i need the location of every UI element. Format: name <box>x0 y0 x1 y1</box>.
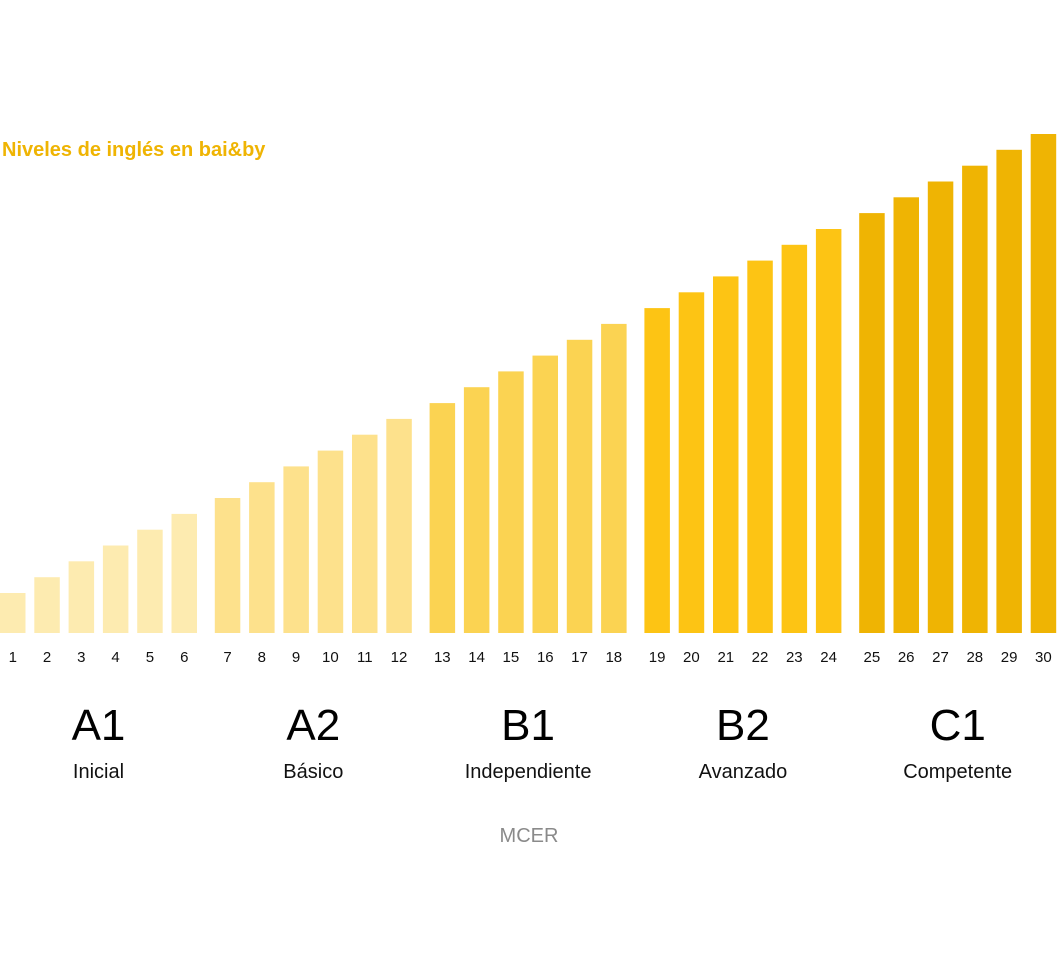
bar-10 <box>317 450 344 633</box>
x-tick-labels: 1 2 3 4 5 6 7 8 9 10 11 12 13 14 15 16 17 18 19 20 21 22 23 24 2… <box>9 649 1052 666</box>
bar-18 <box>601 323 627 633</box>
bar-5 <box>137 529 163 633</box>
level-name-b2: Avanzado <box>699 761 788 783</box>
bar-6 <box>171 513 197 633</box>
bar-23 <box>781 244 808 634</box>
x-tick-label: 23 <box>786 649 803 666</box>
x-tick-label: 11 <box>357 649 373 666</box>
x-tick-label: 24 <box>820 649 837 666</box>
bar-14 <box>463 387 490 633</box>
bars <box>0 134 1057 634</box>
bar-22 <box>747 260 773 633</box>
x-tick-label: 22 <box>752 649 769 666</box>
x-tick-label: 13 <box>434 649 451 666</box>
bar-11 <box>352 434 378 633</box>
bar-24 <box>815 229 842 633</box>
x-tick-label: 17 <box>571 649 588 666</box>
x-tick-label: 25 <box>864 649 881 666</box>
bar-3 <box>68 561 95 633</box>
x-tick-label: 21 <box>717 649 734 666</box>
x-tick-label: 20 <box>683 649 700 666</box>
level-name-a2: Básico <box>283 761 343 783</box>
x-axis-label: MCER <box>500 825 559 847</box>
x-tick-label: 2 <box>43 649 51 666</box>
x-tick-label: 12 <box>391 649 408 666</box>
bar-30 <box>1030 134 1057 633</box>
bar-28 <box>962 165 988 633</box>
bar-17 <box>566 339 593 633</box>
bar-19 <box>644 308 670 633</box>
x-tick-label: 28 <box>966 649 983 666</box>
x-tick-label: 10 <box>322 649 339 666</box>
bar-27 <box>927 181 954 633</box>
x-tick-label: 26 <box>898 649 915 666</box>
x-tick-label: 19 <box>649 649 666 666</box>
bar-1 <box>0 593 26 633</box>
bar-29 <box>996 149 1022 634</box>
bar-21 <box>713 276 739 633</box>
level-code-b1: B1 <box>501 701 555 750</box>
level-labels: A1 Inicial A2 Básico B1 Independiente B2 Avanza… <box>72 701 1013 783</box>
level-code-b2: B2 <box>716 701 770 750</box>
bar-20 <box>678 292 705 633</box>
bar-9 <box>283 466 309 633</box>
level-code-a2: A2 <box>286 701 340 750</box>
bar-16 <box>532 355 558 633</box>
bar-13 <box>429 403 456 633</box>
x-tick-label: 8 <box>258 649 266 666</box>
bar-26 <box>893 197 919 634</box>
x-tick-label: 29 <box>1001 649 1018 666</box>
x-tick-label: 14 <box>468 649 485 666</box>
x-tick-label: 27 <box>932 649 949 666</box>
x-tick-label: 4 <box>111 649 119 666</box>
bar-25 <box>859 213 885 633</box>
x-tick-label: 7 <box>223 649 231 666</box>
bar-2 <box>34 577 60 633</box>
level-code-a1: A1 <box>72 701 126 750</box>
bar-4 <box>102 545 129 633</box>
x-tick-label: 16 <box>537 649 554 666</box>
x-tick-label: 15 <box>503 649 520 666</box>
level-code-c1: C1 <box>930 701 986 750</box>
x-tick-label: 6 <box>180 649 188 666</box>
x-tick-label: 9 <box>292 649 300 666</box>
level-name-a1: Inicial <box>73 761 124 783</box>
bar-8 <box>249 482 275 633</box>
level-name-c1: Competente <box>903 761 1012 783</box>
x-tick-label: 30 <box>1035 649 1052 666</box>
bar-12 <box>386 418 412 633</box>
x-tick-label: 1 <box>9 649 17 666</box>
x-tick-label: 18 <box>605 649 622 666</box>
x-tick-label: 5 <box>146 649 154 666</box>
level-name-b1: Independiente <box>465 761 592 783</box>
bar-7 <box>214 498 241 633</box>
bar-15 <box>498 371 524 633</box>
x-tick-label: 3 <box>77 649 85 666</box>
chart-title: Niveles de inglés en bai&by <box>2 139 266 161</box>
